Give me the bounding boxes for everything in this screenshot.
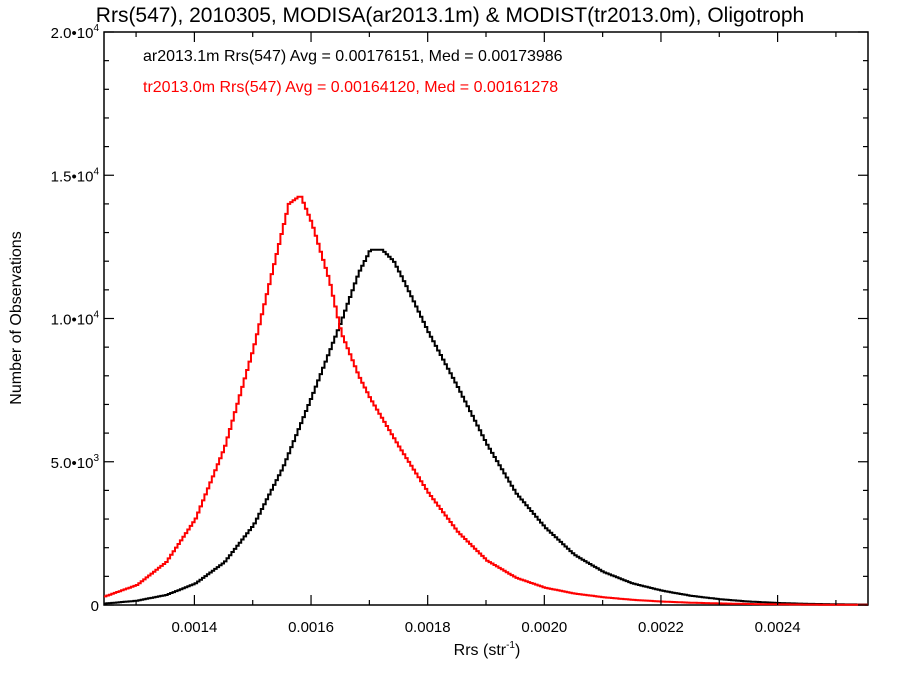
x-tick-label: 0.0024: [755, 619, 801, 636]
y-tick-label: 1.0•104: [51, 310, 100, 329]
x-axis-label-main: Rrs (str: [454, 642, 507, 659]
x-tick-label: 0.0014: [171, 619, 217, 636]
y-ticks: 0 5.0•103 1.0•104 1.5•104 2.0•104: [51, 23, 868, 615]
y-tick-label: 1.5•104: [51, 166, 100, 185]
annotation-ar2013: ar2013.1m Rrs(547) Avg = 0.00176151, Med…: [143, 48, 563, 65]
x-axis-label-close: ): [515, 642, 520, 659]
x-tick-label: 0.0022: [638, 619, 684, 636]
x-ticks: 0.0014 0.0016 0.0018 0.0020 0.0022 0.0024: [135, 32, 837, 636]
x-tick-label: 0.0016: [288, 619, 334, 636]
annotation-tr2013: tr2013.0m Rrs(547) Avg = 0.00164120, Med…: [143, 79, 558, 96]
chart-title: Rrs(547), 2010305, MODISA(ar2013.1m) & M…: [96, 4, 804, 27]
y-tick-label: 0: [91, 598, 99, 615]
x-tick-label: 0.0020: [521, 619, 567, 636]
y-tick-label: 2.0•104: [51, 23, 100, 42]
x-axis-label: Rrs (str-1): [454, 640, 521, 659]
series-line-0: [104, 248, 868, 606]
plot-frame: [103, 31, 869, 606]
y-axis-label: Number of Observations: [8, 231, 25, 404]
y-tick-label: 5.0•103: [51, 453, 100, 472]
x-tick-label: 0.0018: [405, 619, 451, 636]
series-layer: [104, 195, 868, 606]
x-axis-label-sup: -1: [506, 640, 515, 651]
series-line-1: [104, 195, 868, 606]
